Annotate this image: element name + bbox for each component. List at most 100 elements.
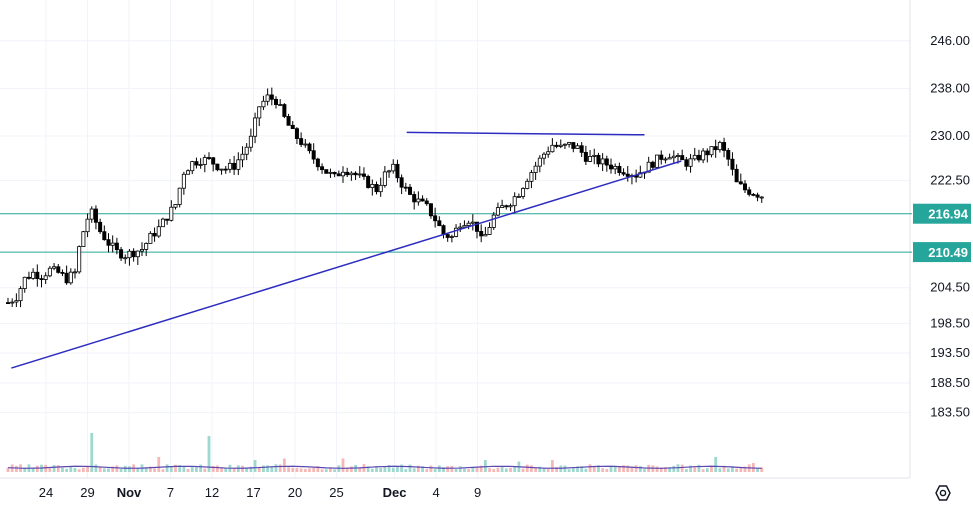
candle-body-up xyxy=(709,146,714,156)
volume-bar xyxy=(48,468,52,472)
time-axis[interactable]: 24 29 Nov 7 12 17 20 25 Dec 4 9 xyxy=(39,485,481,500)
candle-body-up xyxy=(18,288,23,302)
chart-settings-button[interactable] xyxy=(930,480,956,506)
candle xyxy=(680,149,685,161)
volume-bar xyxy=(735,468,739,472)
candle-body-up xyxy=(717,142,722,151)
candle xyxy=(717,140,722,153)
candle-body-down xyxy=(315,158,320,168)
candle xyxy=(424,198,429,206)
candle-body-up xyxy=(43,275,48,280)
candle xyxy=(759,196,764,203)
rising-trendline[interactable] xyxy=(11,160,682,369)
price-tick-label: 188.50 xyxy=(930,375,970,390)
price-axis[interactable]: 254.00246.00238.00230.00222.50204.50198.… xyxy=(913,0,971,420)
volume-bar xyxy=(312,467,316,472)
volume-bar xyxy=(224,468,228,472)
candle-body-up xyxy=(261,100,266,108)
resistance-trendline[interactable] xyxy=(406,131,645,136)
candle xyxy=(35,264,40,287)
trend-layer[interactable] xyxy=(11,131,682,369)
volume-bar xyxy=(458,466,462,472)
volume-bar xyxy=(421,466,424,472)
candle xyxy=(562,143,567,150)
volume-bar xyxy=(408,464,412,472)
candle xyxy=(428,203,433,219)
candle xyxy=(244,143,249,161)
volume-bar xyxy=(534,467,538,472)
volume-bar xyxy=(504,468,508,472)
time-tick-label: 17 xyxy=(246,485,260,500)
candle-body-down xyxy=(445,234,450,238)
volume-bar xyxy=(98,466,102,472)
volume-bar xyxy=(655,466,659,472)
gear-icon[interactable] xyxy=(935,485,951,501)
candle xyxy=(537,155,542,173)
candle xyxy=(135,250,140,265)
candle-body-down xyxy=(56,266,61,273)
candle xyxy=(650,160,655,170)
candle-body-up xyxy=(382,171,387,186)
volume-bar xyxy=(479,465,483,472)
candle xyxy=(85,213,90,238)
candle xyxy=(491,211,496,230)
candle xyxy=(340,166,345,183)
volume-bar xyxy=(56,465,60,472)
volume-bar xyxy=(400,464,404,472)
candle xyxy=(445,232,450,242)
candle-body-down xyxy=(39,278,44,281)
candle-body-down xyxy=(659,154,664,160)
candle-body-up xyxy=(646,161,651,173)
candle xyxy=(26,271,31,280)
candle xyxy=(22,276,27,293)
volume-bar xyxy=(609,466,613,472)
candle xyxy=(512,192,517,214)
volume-bar xyxy=(488,468,491,472)
candle-body-up xyxy=(483,234,488,237)
candle xyxy=(399,174,404,195)
volume-bar xyxy=(446,466,450,472)
price-tick-label: 238.00 xyxy=(930,80,970,95)
candle xyxy=(583,145,588,165)
candle-body-up xyxy=(671,155,676,159)
candle xyxy=(579,142,584,157)
candle-body-up xyxy=(265,94,270,102)
candle-body-up xyxy=(529,172,534,182)
support-upper-tag[interactable] xyxy=(913,203,971,224)
support-lower-tag[interactable] xyxy=(913,242,971,263)
candle-body-up xyxy=(592,154,597,157)
volume-bar xyxy=(287,467,290,472)
candle xyxy=(738,173,743,185)
candle-body-up xyxy=(613,165,618,170)
candle-layer xyxy=(6,87,764,308)
candle-body-up xyxy=(198,164,203,166)
candle xyxy=(18,286,23,308)
candle xyxy=(294,127,299,145)
volume-bar xyxy=(471,467,475,472)
candle xyxy=(713,139,718,158)
candle xyxy=(663,156,668,164)
volume-bar xyxy=(157,457,161,472)
volume-bar xyxy=(199,464,203,472)
volume-bar xyxy=(102,468,106,472)
candle-body-up xyxy=(68,271,73,284)
volume-bar xyxy=(391,467,395,472)
volume-bar xyxy=(257,466,261,472)
candle-body-down xyxy=(596,154,601,165)
volume-bar xyxy=(396,465,399,472)
candle xyxy=(479,224,484,243)
volume-bar xyxy=(693,467,697,472)
candle xyxy=(198,158,203,169)
volume-bar xyxy=(475,466,479,472)
time-tick-label: 7 xyxy=(167,485,174,500)
candle-body-down xyxy=(211,157,216,165)
candle xyxy=(751,192,756,197)
price-tick-label: 204.50 xyxy=(930,280,970,295)
candle xyxy=(131,248,136,262)
candle-body-up xyxy=(52,266,57,269)
candle-body-down xyxy=(206,157,211,159)
settings-button-bg[interactable] xyxy=(930,480,956,506)
candle xyxy=(311,143,316,164)
candle xyxy=(98,218,103,234)
